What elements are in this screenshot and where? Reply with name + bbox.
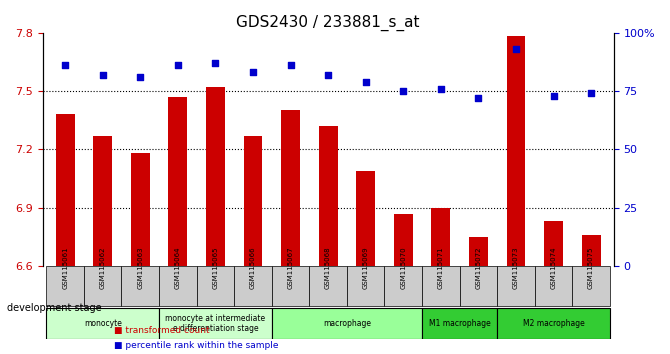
- Point: [473, 95, 484, 101]
- FancyBboxPatch shape: [196, 266, 234, 306]
- FancyBboxPatch shape: [46, 266, 84, 306]
- Text: GSM115062: GSM115062: [100, 247, 106, 289]
- Bar: [507, 36, 525, 266]
- FancyBboxPatch shape: [535, 266, 572, 306]
- Bar: [582, 235, 600, 266]
- Text: GSM115069: GSM115069: [362, 246, 369, 289]
- FancyBboxPatch shape: [159, 308, 272, 339]
- Title: GDS2430 / 233881_s_at: GDS2430 / 233881_s_at: [237, 15, 420, 31]
- Text: monocyte at intermediate
e differentiation stage: monocyte at intermediate e differentiati…: [165, 314, 265, 333]
- Bar: [93, 136, 112, 266]
- FancyBboxPatch shape: [460, 266, 497, 306]
- Text: GSM115067: GSM115067: [287, 246, 293, 289]
- Point: [97, 72, 108, 78]
- Text: monocyte: monocyte: [84, 319, 122, 328]
- Bar: [56, 114, 74, 266]
- Bar: [356, 171, 375, 266]
- Point: [135, 74, 145, 80]
- Text: GSM115071: GSM115071: [438, 246, 444, 289]
- FancyBboxPatch shape: [159, 266, 196, 306]
- Point: [60, 62, 70, 68]
- Text: macrophage: macrophage: [323, 319, 371, 328]
- Bar: [168, 97, 187, 266]
- FancyBboxPatch shape: [497, 266, 535, 306]
- Point: [511, 46, 521, 52]
- FancyBboxPatch shape: [385, 266, 422, 306]
- Text: M1 macrophage: M1 macrophage: [429, 319, 490, 328]
- Point: [586, 90, 596, 96]
- Bar: [394, 213, 413, 266]
- Point: [436, 86, 446, 91]
- Text: GSM115063: GSM115063: [137, 246, 143, 289]
- Text: ■ transformed count: ■ transformed count: [114, 326, 210, 335]
- Point: [210, 60, 221, 66]
- FancyBboxPatch shape: [347, 266, 385, 306]
- FancyBboxPatch shape: [422, 308, 497, 339]
- Point: [285, 62, 296, 68]
- Text: ■ percentile rank within the sample: ■ percentile rank within the sample: [114, 342, 279, 350]
- FancyBboxPatch shape: [272, 308, 422, 339]
- Text: GSM115065: GSM115065: [212, 247, 218, 289]
- Text: M2 macrophage: M2 macrophage: [523, 319, 584, 328]
- FancyBboxPatch shape: [121, 266, 159, 306]
- Text: GSM115061: GSM115061: [62, 246, 68, 289]
- Text: GSM115074: GSM115074: [551, 247, 557, 289]
- FancyBboxPatch shape: [497, 308, 610, 339]
- FancyBboxPatch shape: [422, 266, 460, 306]
- Text: GSM115068: GSM115068: [325, 246, 331, 289]
- FancyBboxPatch shape: [234, 266, 272, 306]
- Bar: [431, 208, 450, 266]
- Text: GSM115066: GSM115066: [250, 246, 256, 289]
- FancyBboxPatch shape: [84, 266, 121, 306]
- Point: [360, 79, 371, 84]
- Text: GSM115072: GSM115072: [476, 247, 482, 289]
- Text: GSM115073: GSM115073: [513, 246, 519, 289]
- Point: [398, 88, 409, 94]
- FancyBboxPatch shape: [572, 266, 610, 306]
- Bar: [281, 110, 300, 266]
- FancyBboxPatch shape: [46, 308, 159, 339]
- Point: [172, 62, 183, 68]
- FancyBboxPatch shape: [272, 266, 310, 306]
- Bar: [244, 136, 263, 266]
- Text: GSM115075: GSM115075: [588, 247, 594, 289]
- FancyBboxPatch shape: [310, 266, 347, 306]
- Bar: [319, 126, 338, 266]
- Point: [248, 69, 259, 75]
- Text: GSM115064: GSM115064: [175, 247, 181, 289]
- Bar: [131, 153, 149, 266]
- Bar: [469, 237, 488, 266]
- Bar: [544, 221, 563, 266]
- Text: GSM115070: GSM115070: [400, 246, 406, 289]
- Bar: [206, 87, 225, 266]
- Text: development stage: development stage: [7, 303, 101, 313]
- Point: [323, 72, 334, 78]
- Point: [548, 93, 559, 98]
